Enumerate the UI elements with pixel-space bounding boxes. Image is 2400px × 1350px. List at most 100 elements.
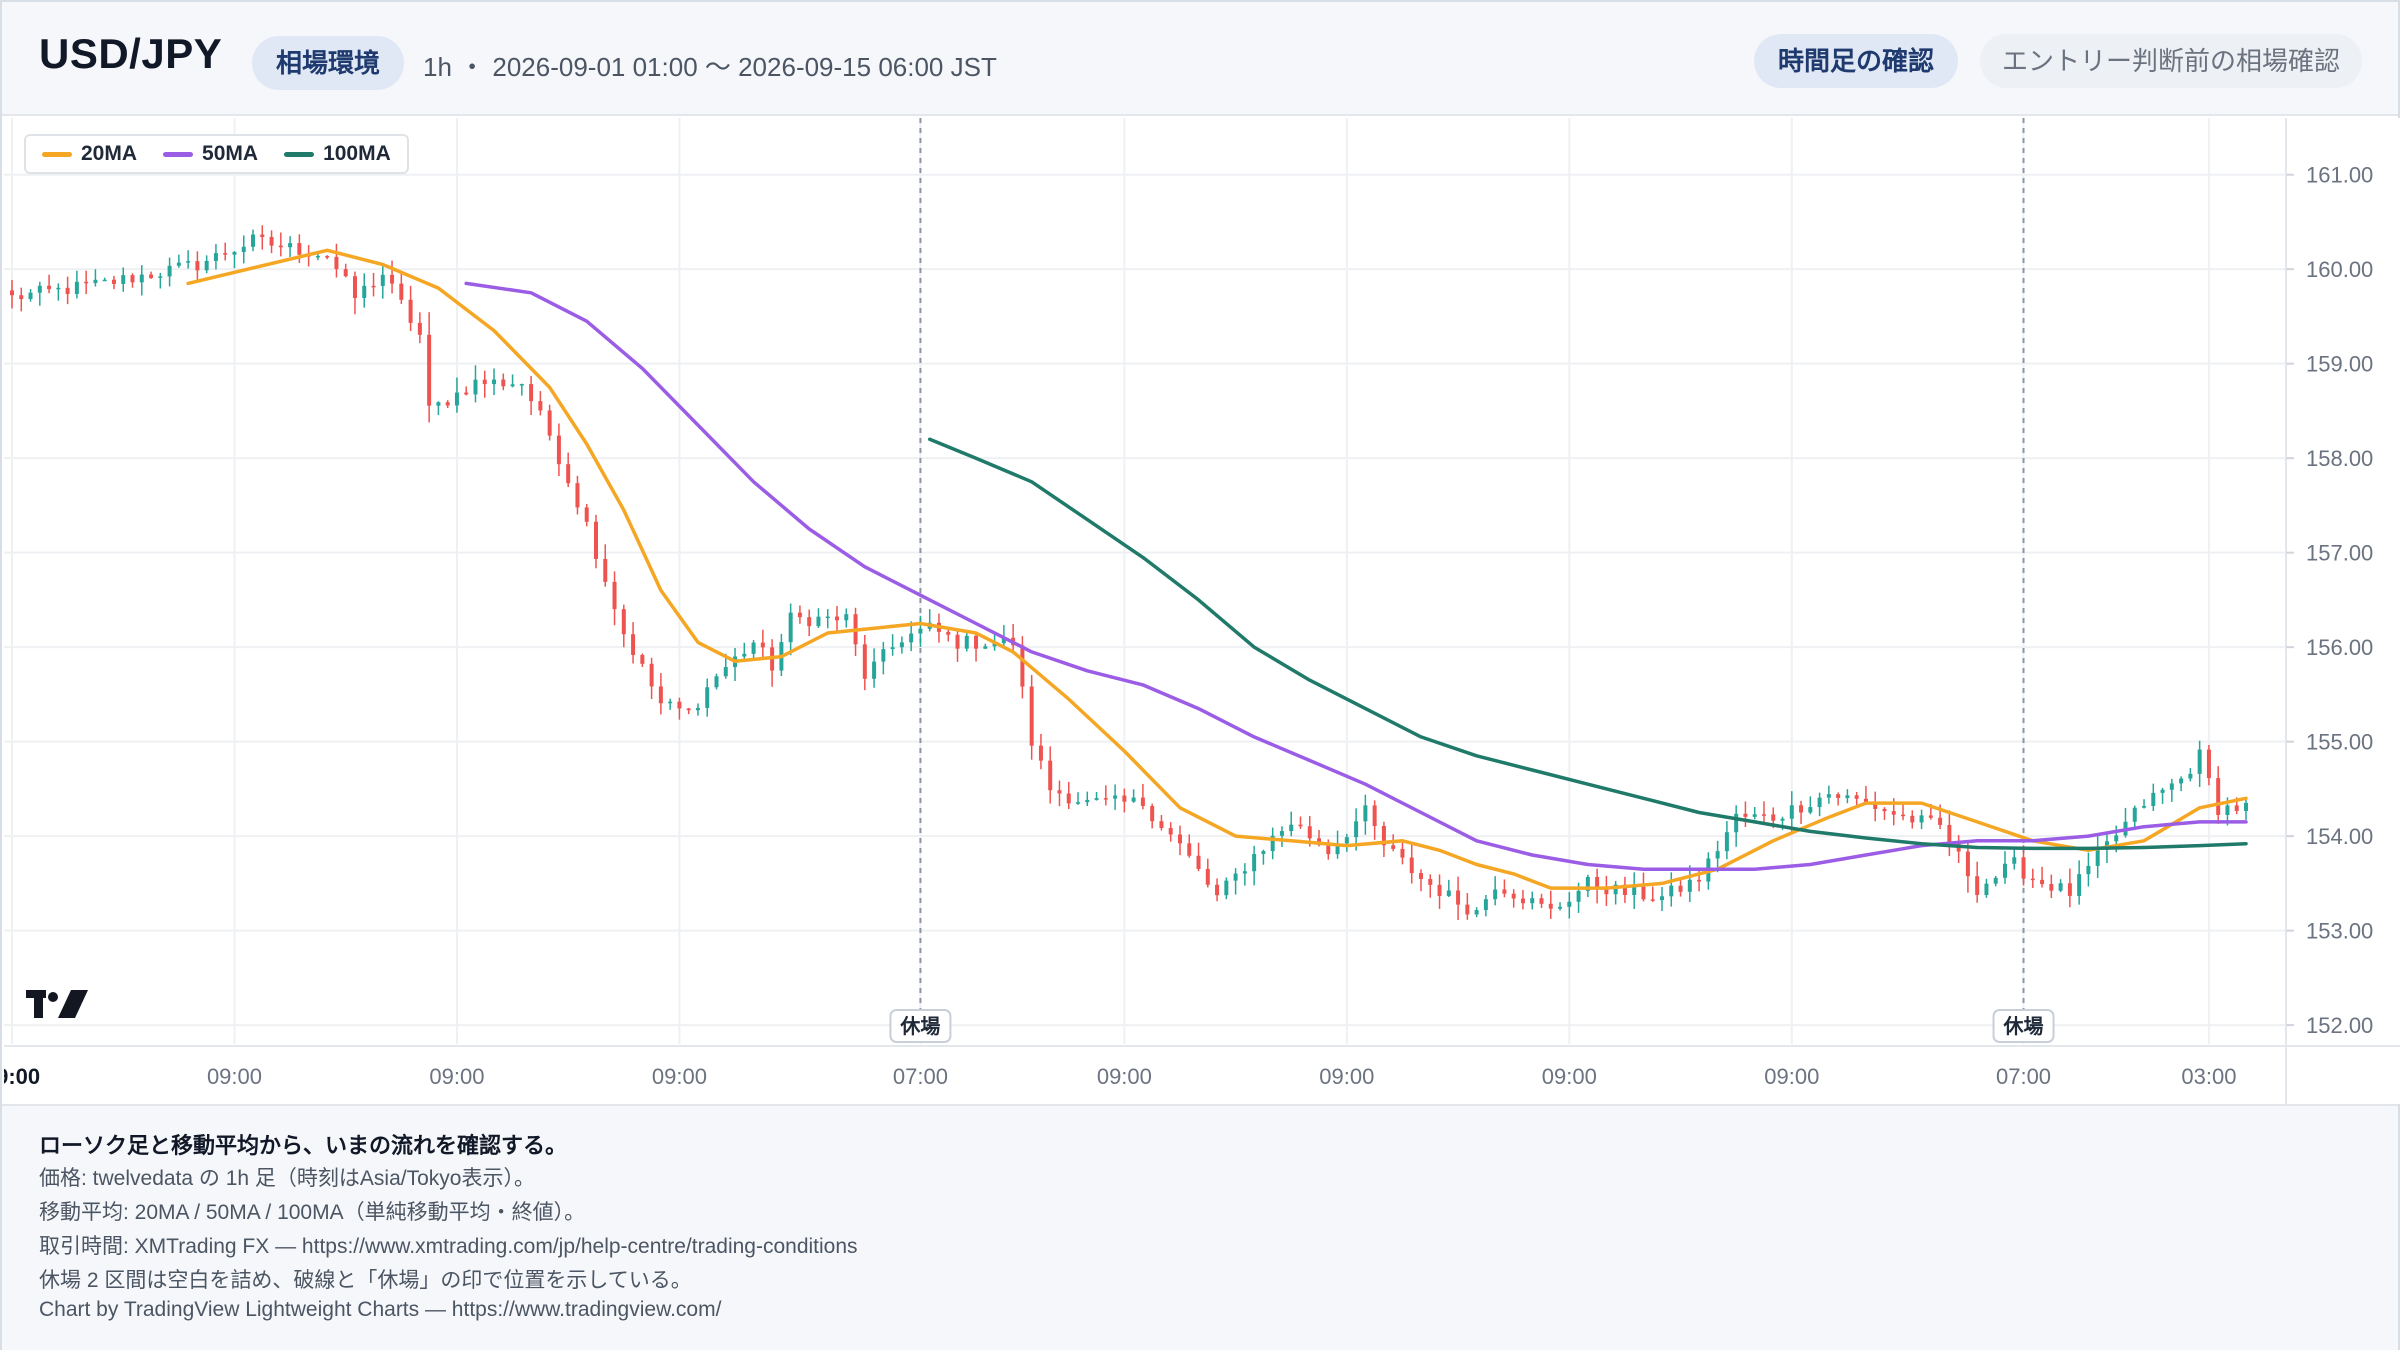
- candle-up: [1567, 901, 1572, 907]
- candle-up: [1076, 802, 1081, 804]
- candle-down: [649, 663, 654, 687]
- candle-down: [1502, 889, 1507, 894]
- y-tick-label: 153.00: [2306, 919, 2373, 944]
- candle-up: [816, 616, 821, 627]
- candle-down: [2067, 883, 2072, 896]
- closure-badge: [1992, 1009, 2055, 1043]
- footer-line-hours: 取引時間: XMTrading FX — https://www.xmtradi…: [39, 1235, 858, 1258]
- x-tick-label: 07:00: [893, 1064, 948, 1089]
- candle-down: [584, 507, 589, 522]
- x-tick-label: 09:00: [652, 1064, 707, 1089]
- candle-up: [315, 255, 320, 258]
- footer-heading: ローソク足と移動平均から、いまの流れを確認する。: [39, 1133, 568, 1158]
- candle-down: [1771, 814, 1776, 821]
- x-tick-label: 07:00: [1996, 1064, 2051, 1089]
- candle-up: [473, 379, 478, 395]
- candle-down: [1641, 886, 1646, 900]
- candle-up: [232, 252, 237, 255]
- candle-down: [1965, 851, 1970, 877]
- candle-down: [1150, 805, 1155, 822]
- candle-down: [575, 483, 580, 508]
- candle-up: [723, 667, 728, 677]
- candle-down: [1520, 898, 1525, 904]
- env-badge[interactable]: 相場環境: [252, 36, 404, 90]
- ma-line-50ma: [464, 281, 2248, 871]
- candle-down: [529, 384, 534, 402]
- x-tick-label: 09:00: [1764, 1064, 1819, 1089]
- candle-down: [807, 617, 812, 627]
- candle-up: [1242, 871, 1247, 874]
- candle-down: [1743, 813, 1748, 817]
- candle-up: [1613, 884, 1618, 895]
- candle-down: [417, 322, 422, 335]
- candle-up: [872, 661, 877, 679]
- legend-item-100ma: 100MA: [284, 142, 391, 166]
- candle-down: [1595, 876, 1600, 889]
- y-tick-label: 157.00: [2306, 541, 2373, 566]
- candle-up: [436, 402, 441, 406]
- candle-down: [65, 287, 70, 294]
- candle-down: [955, 634, 960, 649]
- candle-up: [1279, 831, 1284, 836]
- candle-down: [149, 274, 154, 278]
- candle-down: [2030, 878, 2035, 881]
- candle-down: [1168, 828, 1173, 835]
- legend-swatch-20ma: [42, 151, 72, 157]
- candle-up: [1094, 798, 1099, 800]
- candle-up: [492, 379, 497, 385]
- candle-down: [1057, 790, 1062, 794]
- candle-down: [1891, 811, 1896, 815]
- candle-up: [844, 614, 849, 621]
- candle-up: [714, 676, 719, 688]
- candle-up: [213, 253, 218, 261]
- candle-up: [2132, 807, 2137, 822]
- candle-up: [1113, 795, 1118, 799]
- y-tick-label: 160.00: [2306, 257, 2373, 282]
- candle-down: [2206, 749, 2211, 779]
- ma-legend: 20MA 50MA 100MA: [24, 134, 409, 174]
- candle-down: [797, 612, 802, 618]
- candle-down: [556, 435, 561, 465]
- candle-up: [1919, 815, 1924, 823]
- candle-down: [1938, 817, 1943, 825]
- candle-up: [742, 653, 747, 657]
- legend-item-50ma: 50MA: [163, 142, 258, 166]
- candle-down: [1372, 805, 1377, 827]
- candle-up: [1001, 637, 1006, 644]
- candle-up: [1715, 851, 1720, 859]
- chart-area[interactable]: 152.00 153.00 154.00 155.00 156.00 157.00 158.…: [0, 118, 2400, 1104]
- candle-down: [501, 379, 506, 387]
- candle-up: [37, 285, 42, 293]
- candle-down: [1177, 834, 1182, 844]
- candle-up: [454, 392, 459, 406]
- candle-up: [1734, 813, 1739, 833]
- candlestick-chart[interactable]: 152.00 153.00 154.00 155.00 156.00 157.00 158.…: [0, 118, 2400, 1104]
- candle-up: [139, 274, 144, 283]
- candle-up: [519, 384, 524, 386]
- candle-down: [1215, 884, 1220, 896]
- candle-down: [427, 334, 432, 406]
- chart-meta: 1h ・ 2026-09-01 01:00 〜 2026-09-15 06:00…: [423, 52, 997, 82]
- candle-down: [547, 410, 552, 436]
- candle-down: [686, 708, 691, 711]
- candle-down: [1159, 821, 1164, 829]
- candle-down: [1799, 805, 1804, 813]
- candle-up: [705, 687, 710, 708]
- candle-up: [74, 281, 79, 294]
- candle-up: [176, 262, 181, 266]
- candle-up: [1789, 805, 1794, 819]
- candle-down: [1622, 884, 1627, 895]
- candle-up: [1993, 877, 1998, 884]
- symbol-title: USD/JPY: [39, 30, 223, 77]
- candle-up: [890, 647, 895, 650]
- candle-down: [445, 402, 450, 406]
- ma-line-20ma: [186, 248, 2248, 890]
- candle-up: [2179, 778, 2184, 784]
- timeframe-button[interactable]: 時間足の確認: [1754, 34, 1958, 88]
- candle-down: [325, 255, 330, 258]
- candle-up: [1474, 910, 1479, 915]
- candle-down: [482, 379, 487, 385]
- tradingview-logo[interactable]: [26, 988, 88, 1022]
- entry-check-button[interactable]: エントリー判断前の相場確認: [1980, 34, 2362, 88]
- candle-down: [593, 521, 598, 559]
